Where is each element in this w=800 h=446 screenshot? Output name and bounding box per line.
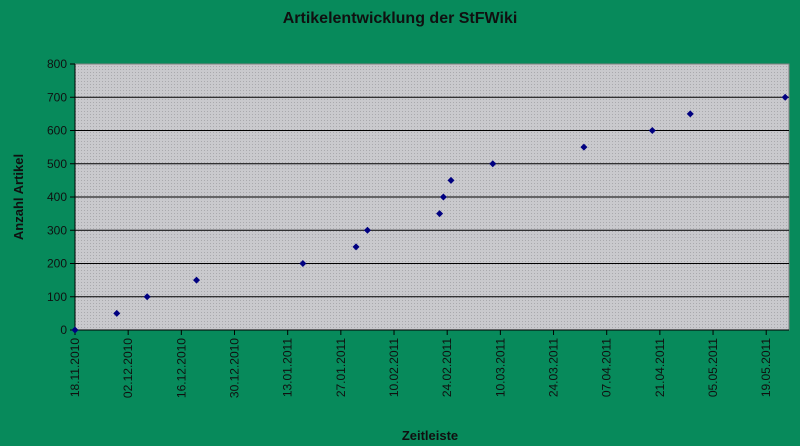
x-tick-label: 16.12.2010 bbox=[174, 338, 188, 398]
y-tick-label: 800 bbox=[47, 57, 67, 71]
x-tick-label: 19.05.2011 bbox=[759, 338, 773, 397]
x-tick-label: 10.02.2011 bbox=[387, 338, 401, 397]
y-tick-label: 0 bbox=[60, 323, 67, 337]
x-tick-label: 27.01.2011 bbox=[334, 338, 348, 397]
chart-title: Artikelentwicklung der StFWiki bbox=[283, 10, 518, 27]
x-tick-label: 13.01.2011 bbox=[281, 338, 295, 397]
data-point bbox=[352, 243, 360, 251]
data-point bbox=[436, 210, 444, 218]
data-point bbox=[447, 176, 455, 184]
x-tick-label: 02.12.2010 bbox=[121, 338, 135, 398]
x-tick-label: 05.05.2011 bbox=[706, 338, 720, 397]
y-axis: 0 100 200 300 400 500 600 700 800 bbox=[47, 57, 76, 337]
data-point bbox=[113, 309, 121, 317]
x-tick-label: 18.11.2010 bbox=[68, 338, 82, 397]
y-tick-label: 400 bbox=[47, 190, 67, 204]
y-tick-label: 500 bbox=[47, 157, 67, 171]
y-tick-label: 100 bbox=[47, 290, 67, 304]
data-point bbox=[580, 143, 588, 151]
gridlines bbox=[75, 96, 789, 298]
x-tick-label: 10.03.2011 bbox=[493, 338, 507, 397]
data-point bbox=[439, 193, 447, 201]
data-point bbox=[193, 276, 201, 284]
x-tick-label: 24.02.2011 bbox=[440, 338, 454, 397]
data-point bbox=[71, 326, 79, 334]
x-tick-label: 21.04.2011 bbox=[653, 338, 667, 397]
y-tick-label: 600 bbox=[47, 124, 67, 138]
y-tick-label: 700 bbox=[47, 90, 67, 104]
y-axis-title: Anzahl Artikel bbox=[11, 154, 26, 240]
data-point bbox=[489, 160, 497, 168]
y-tick-label: 200 bbox=[47, 257, 67, 271]
data-point bbox=[299, 260, 307, 267]
x-tick-label: 24.03.2011 bbox=[547, 338, 561, 397]
x-tick-label: 07.04.2011 bbox=[600, 338, 614, 397]
y-tick-label: 300 bbox=[47, 223, 67, 237]
data-point bbox=[143, 293, 151, 301]
x-axis-title: Zeitleiste bbox=[402, 428, 458, 443]
x-axis: 18.11.2010 02.12.2010 16.12.2010 30.12.2010… bbox=[68, 329, 789, 398]
data-points bbox=[71, 93, 789, 334]
data-point bbox=[686, 110, 694, 118]
data-point bbox=[648, 127, 656, 134]
data-point bbox=[781, 93, 789, 101]
data-point bbox=[363, 226, 371, 234]
x-tick-label: 30.12.2010 bbox=[228, 338, 242, 398]
